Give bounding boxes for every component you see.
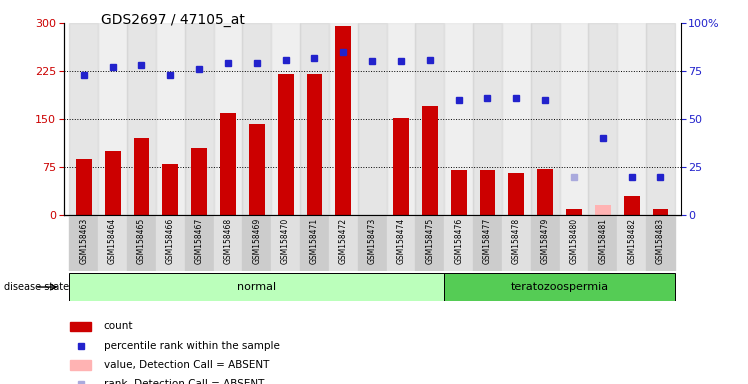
- Text: GSM158471: GSM158471: [310, 218, 319, 264]
- Bar: [213, 23, 242, 215]
- Bar: [156, 23, 185, 215]
- Bar: [185, 215, 213, 271]
- Bar: [242, 23, 272, 215]
- Bar: [646, 215, 675, 271]
- Bar: [624, 196, 640, 215]
- Bar: [617, 23, 646, 215]
- Text: GSM158481: GSM158481: [598, 218, 607, 264]
- Bar: [595, 205, 611, 215]
- Bar: [191, 148, 207, 215]
- Bar: [531, 215, 560, 271]
- Text: GSM158465: GSM158465: [137, 218, 146, 264]
- Text: GSM158479: GSM158479: [541, 218, 550, 264]
- Bar: [70, 321, 91, 331]
- Text: GSM158468: GSM158468: [224, 218, 233, 264]
- Bar: [127, 23, 156, 215]
- Bar: [329, 23, 358, 215]
- Text: disease state: disease state: [4, 282, 69, 292]
- Text: GSM158470: GSM158470: [281, 218, 290, 264]
- Bar: [444, 215, 473, 271]
- Bar: [133, 138, 150, 215]
- Text: rank, Detection Call = ABSENT: rank, Detection Call = ABSENT: [104, 379, 264, 384]
- Bar: [589, 215, 617, 271]
- Bar: [451, 170, 467, 215]
- Text: GSM158467: GSM158467: [194, 218, 203, 264]
- Bar: [387, 215, 415, 271]
- Bar: [531, 23, 560, 215]
- Bar: [473, 23, 502, 215]
- Bar: [70, 360, 91, 369]
- Bar: [502, 23, 531, 215]
- Text: GSM158463: GSM158463: [79, 218, 88, 264]
- Text: percentile rank within the sample: percentile rank within the sample: [104, 341, 280, 351]
- Text: GSM158477: GSM158477: [483, 218, 492, 264]
- Bar: [422, 106, 438, 215]
- Text: GDS2697 / 47105_at: GDS2697 / 47105_at: [101, 13, 245, 27]
- Bar: [272, 23, 300, 215]
- Bar: [415, 23, 444, 215]
- Bar: [220, 113, 236, 215]
- Bar: [444, 23, 473, 215]
- Bar: [70, 215, 98, 271]
- Text: GSM158475: GSM158475: [426, 218, 435, 264]
- Bar: [329, 215, 358, 271]
- Bar: [560, 23, 589, 215]
- Bar: [278, 74, 293, 215]
- Bar: [76, 159, 92, 215]
- Bar: [358, 215, 387, 271]
- Bar: [300, 215, 329, 271]
- Bar: [335, 26, 352, 215]
- Bar: [502, 215, 531, 271]
- Bar: [537, 169, 553, 215]
- Text: count: count: [104, 321, 133, 331]
- Text: GSM158476: GSM158476: [454, 218, 463, 264]
- Bar: [127, 215, 156, 271]
- Text: GSM158474: GSM158474: [396, 218, 405, 264]
- Bar: [589, 23, 617, 215]
- Bar: [105, 151, 120, 215]
- Bar: [509, 174, 524, 215]
- Bar: [156, 215, 185, 271]
- Bar: [560, 215, 589, 271]
- Bar: [307, 74, 322, 215]
- Text: GSM158469: GSM158469: [252, 218, 261, 264]
- Bar: [444, 273, 675, 301]
- Text: GSM158482: GSM158482: [627, 218, 636, 264]
- Bar: [393, 118, 409, 215]
- Bar: [358, 23, 387, 215]
- Bar: [473, 215, 502, 271]
- Bar: [98, 23, 127, 215]
- Bar: [566, 209, 582, 215]
- Bar: [479, 170, 495, 215]
- Text: value, Detection Call = ABSENT: value, Detection Call = ABSENT: [104, 360, 269, 370]
- Bar: [249, 124, 265, 215]
- Text: GSM158478: GSM158478: [512, 218, 521, 264]
- Text: teratozoospermia: teratozoospermia: [510, 282, 609, 292]
- Bar: [242, 215, 272, 271]
- Text: GSM158466: GSM158466: [166, 218, 175, 264]
- Bar: [652, 209, 669, 215]
- Bar: [213, 215, 242, 271]
- Bar: [272, 215, 300, 271]
- Text: GSM158473: GSM158473: [367, 218, 377, 264]
- Text: GSM158483: GSM158483: [656, 218, 665, 264]
- Bar: [98, 215, 127, 271]
- Bar: [415, 215, 444, 271]
- Bar: [185, 23, 213, 215]
- Bar: [387, 23, 415, 215]
- Bar: [617, 215, 646, 271]
- Text: GSM158464: GSM158464: [108, 218, 117, 264]
- Bar: [646, 23, 675, 215]
- Text: GSM158480: GSM158480: [569, 218, 578, 264]
- Text: GSM158472: GSM158472: [339, 218, 348, 264]
- Text: normal: normal: [237, 282, 276, 292]
- Bar: [70, 23, 98, 215]
- Bar: [70, 273, 444, 301]
- Bar: [300, 23, 329, 215]
- Bar: [162, 164, 178, 215]
